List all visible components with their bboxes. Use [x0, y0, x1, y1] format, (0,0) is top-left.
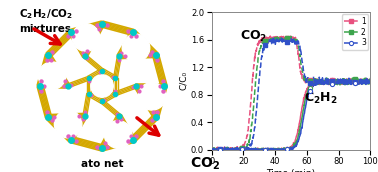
Text: $\mathregular{C_2H_2}$: $\mathregular{C_2H_2}$ — [304, 90, 338, 106]
Legend: 1, 2, 3: 1, 2, 3 — [342, 14, 368, 50]
Text: mixtures: mixtures — [19, 24, 71, 34]
Circle shape — [54, 110, 82, 138]
Circle shape — [72, 24, 100, 51]
X-axis label: Time (min): Time (min) — [266, 169, 316, 172]
Text: ato net: ato net — [81, 159, 123, 169]
Text: $\mathregular{CO_2}$: $\mathregular{CO_2}$ — [190, 155, 220, 172]
Text: $\mathregular{CO_2}$: $\mathregular{CO_2}$ — [240, 29, 268, 44]
Circle shape — [104, 121, 132, 148]
Circle shape — [138, 83, 166, 110]
Circle shape — [122, 34, 150, 62]
Circle shape — [38, 62, 66, 89]
Circle shape — [91, 75, 113, 97]
Y-axis label: C/C₀: C/C₀ — [179, 71, 188, 90]
Text: $\mathregular{C_2H_2/CO_2}$: $\mathregular{C_2H_2/CO_2}$ — [19, 7, 73, 21]
